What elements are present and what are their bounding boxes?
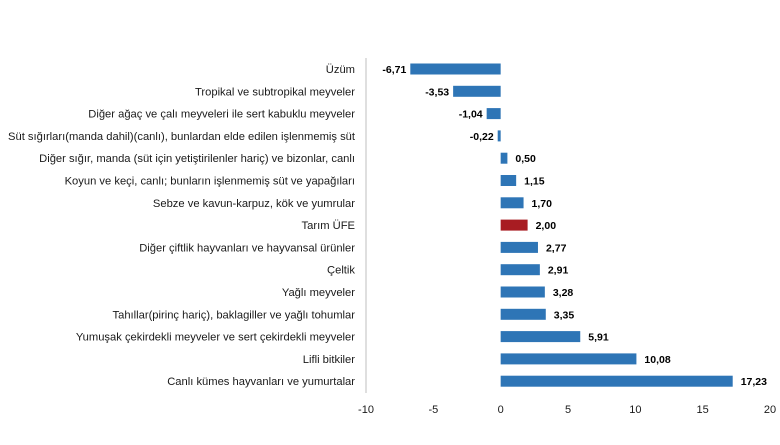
data-label: -6,71 <box>382 64 406 76</box>
data-label: -0,22 <box>470 131 494 143</box>
bar-layer <box>410 63 733 387</box>
data-label: 1,15 <box>524 176 545 188</box>
axis-layer: -10 -5 0 5 10 15 20 <box>358 58 776 416</box>
bar <box>497 130 501 142</box>
category-label: Diğer çiftlik hayvanları ve hayvansal ür… <box>139 242 355 254</box>
data-label: 2,77 <box>546 242 567 254</box>
data-label: 3,35 <box>554 309 575 321</box>
data-label: 3,28 <box>553 287 574 299</box>
data-label: 2,00 <box>536 220 557 232</box>
label-layer: Üzüm -6,71 Tropikal ve subtropikal meyvele… <box>8 64 767 388</box>
data-label: 17,23 <box>741 376 767 388</box>
x-tick-label: 20 <box>764 404 776 416</box>
x-tick-label: 15 <box>697 404 709 416</box>
category-label: Tarım ÜFE <box>302 220 355 232</box>
bar <box>500 308 546 320</box>
bar <box>500 286 545 298</box>
x-tick-label: 10 <box>629 404 641 416</box>
bar <box>500 241 538 253</box>
category-label: Yumuşak çekirdekli meyveler ve sert çeki… <box>76 332 355 344</box>
category-label: Tropikal ve subtropikal meyveler <box>195 86 355 98</box>
data-label: 0,50 <box>515 153 536 165</box>
category-label: Yağlı meyveler <box>282 287 355 299</box>
bar <box>500 264 540 276</box>
x-tick-label: 5 <box>565 404 571 416</box>
x-tick-label: -10 <box>358 404 374 416</box>
data-label: 5,91 <box>588 332 609 344</box>
bar <box>500 152 508 164</box>
category-label: Sebze ve kavun-karpuz, kök ve yumrular <box>153 198 355 210</box>
bar <box>500 353 637 365</box>
category-label: Diğer ağaç ve çalı meyveleri ile sert ka… <box>88 109 355 121</box>
bar <box>500 197 524 209</box>
category-label: Koyun ve keçi, canlı; bunların işlenmemi… <box>65 176 355 188</box>
category-label: Canlı kümes hayvanları ve yumurtalar <box>167 376 355 388</box>
category-label: Süt sığırları(manda dahil)(canlı), bunla… <box>8 131 356 143</box>
x-tick-label: -5 <box>428 404 438 416</box>
category-label: Tahıllar(pirinç hariç), baklagiller ve y… <box>113 309 356 321</box>
bar <box>486 108 501 120</box>
category-label: Üzüm <box>326 64 355 76</box>
bar <box>453 85 501 97</box>
category-label: Lifli bitkiler <box>303 354 355 366</box>
bar <box>500 375 733 387</box>
category-label: Diğer sığır, manda (süt için yetiştirile… <box>39 153 355 165</box>
data-label: 10,08 <box>644 354 670 366</box>
x-tick-label: 0 <box>498 404 504 416</box>
bar <box>410 63 501 75</box>
data-label: 2,91 <box>548 265 569 277</box>
bar <box>500 331 581 343</box>
data-label: 1,70 <box>532 198 553 210</box>
data-label: -1,04 <box>459 109 483 121</box>
category-label: Çeltik <box>327 265 355 277</box>
bar <box>500 175 517 186</box>
data-label: -3,53 <box>425 86 449 98</box>
bar <box>500 219 528 231</box>
